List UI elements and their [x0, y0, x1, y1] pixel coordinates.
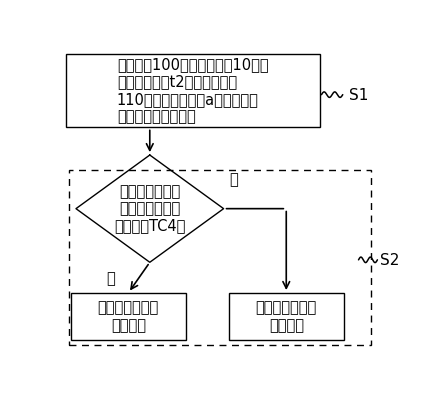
- Text: 晶圆位置正常，
继续工艺: 晶圆位置正常， 继续工艺: [98, 300, 159, 333]
- Bar: [71, 293, 186, 340]
- Text: 向承载盘100上放置晶圆４10，并
获取预设时间t2内温度检测件
110检测到的承载面a温度最低的
最小实际温度检测値: 向承载盘100上放置晶圆４10，并 获取预设时间t2内温度检测件 110检测到的…: [117, 57, 268, 124]
- Text: S2: S2: [380, 253, 399, 268]
- Bar: [69, 170, 371, 345]
- Text: 晶圆位置异常，
停止工艺: 晶圆位置异常， 停止工艺: [256, 300, 317, 333]
- Bar: [66, 54, 320, 127]
- Text: 最小实际温度检
测値是否低于预
设温度値TC4？: 最小实际温度检 测値是否低于预 设温度値TC4？: [114, 184, 186, 234]
- Text: 否: 否: [229, 172, 237, 187]
- Bar: [229, 293, 344, 340]
- Text: S1: S1: [349, 88, 368, 103]
- Text: 是: 是: [107, 271, 116, 287]
